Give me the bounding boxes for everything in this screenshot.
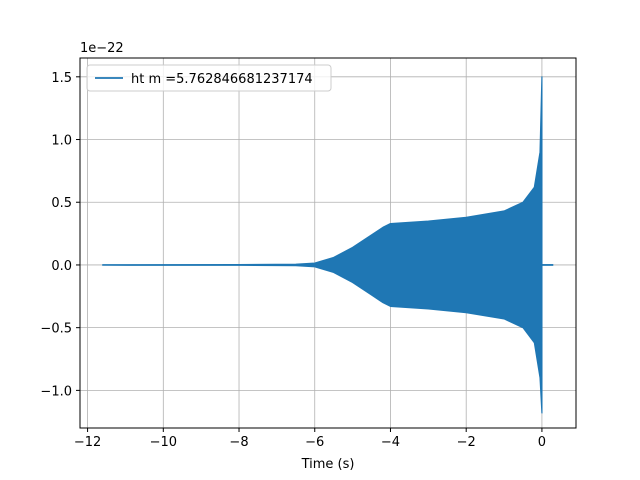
x-tick-label: 0 (538, 435, 546, 450)
y-axis-ticks: −1.0 −0.5 0.0 0.5 1.0 1.5 (40, 71, 80, 399)
x-axis-label: Time (s) (301, 457, 355, 472)
legend-entry-label: ht m =5.762846681237174 (131, 72, 313, 87)
y-tick-label: 0.0 (51, 259, 72, 274)
series-waveform (102, 76, 543, 414)
series-group (102, 76, 554, 414)
x-tick-label: −12 (74, 435, 101, 450)
y-tick-label: 0.5 (51, 196, 72, 211)
x-tick-label: −2 (457, 435, 476, 450)
y-tick-label: −1.0 (40, 384, 72, 399)
y-tick-label: 1.0 (51, 134, 72, 149)
legend-box (86, 64, 332, 92)
x-tick-label: −4 (381, 435, 400, 450)
y-tick-label: 1.5 (51, 71, 72, 86)
legend: ht m =5.762846681237174 (86, 64, 332, 92)
x-tick-label: −6 (305, 435, 324, 450)
x-axis-ticks: −12 −10 −8 −6 −4 −2 0 (74, 428, 546, 450)
y-offset-label: 1e−22 (80, 41, 124, 56)
x-tick-label: −8 (229, 435, 248, 450)
axes-frame (79, 57, 577, 429)
y-tick-label: −0.5 (40, 322, 72, 337)
x-tick-label: −10 (150, 435, 177, 450)
